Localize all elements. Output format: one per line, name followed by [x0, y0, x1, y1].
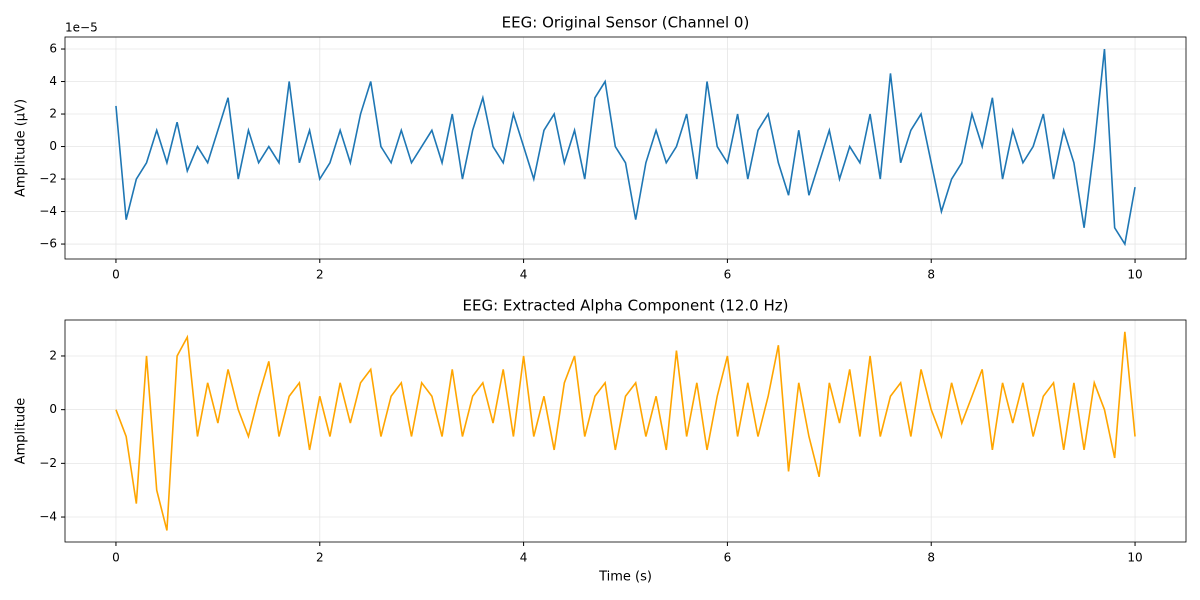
x-tick-label: 4 [520, 268, 528, 282]
axes-frame [64, 36, 1187, 260]
x-tick-label: 8 [927, 268, 935, 282]
x-tick-label: 8 [927, 551, 935, 565]
y-tick-label: −4 [39, 510, 57, 524]
y-tick-label: −6 [39, 237, 57, 251]
y-tick-label: 6 [49, 42, 57, 56]
x-tick-label: 10 [1127, 551, 1142, 565]
x-tick-label: 0 [112, 268, 120, 282]
y-tick-label: 2 [49, 107, 57, 121]
y-axis-label: Amplitude [14, 398, 29, 465]
x-tick-label: 0 [112, 551, 120, 565]
y-tick-label: 4 [49, 74, 57, 88]
chart-title: EEG: Extracted Alpha Component (12.0 Hz) [463, 297, 789, 315]
y-tick-label: −4 [39, 204, 57, 218]
signal-line [115, 331, 1136, 531]
x-tick-label: 6 [724, 551, 732, 565]
y-tick-label: −2 [39, 172, 57, 186]
signal-line [115, 48, 1136, 247]
x-tick-label: 2 [316, 268, 324, 282]
x-tick-label: 6 [724, 268, 732, 282]
y-axis-label: Amplitude (µV) [14, 99, 29, 197]
y-tick-label: 2 [49, 348, 57, 362]
x-tick-label: 10 [1127, 268, 1142, 282]
offset-text: 1e−5 [65, 21, 98, 35]
axes-frame [64, 319, 1187, 543]
x-axis-label: Time (s) [598, 570, 652, 585]
y-tick-label: −2 [39, 456, 57, 470]
y-tick-label: 0 [49, 402, 57, 416]
x-tick-label: 2 [316, 551, 324, 565]
y-tick-label: 0 [49, 139, 57, 153]
x-tick-label: 4 [520, 551, 528, 565]
chart-title: EEG: Original Sensor (Channel 0) [502, 14, 750, 32]
